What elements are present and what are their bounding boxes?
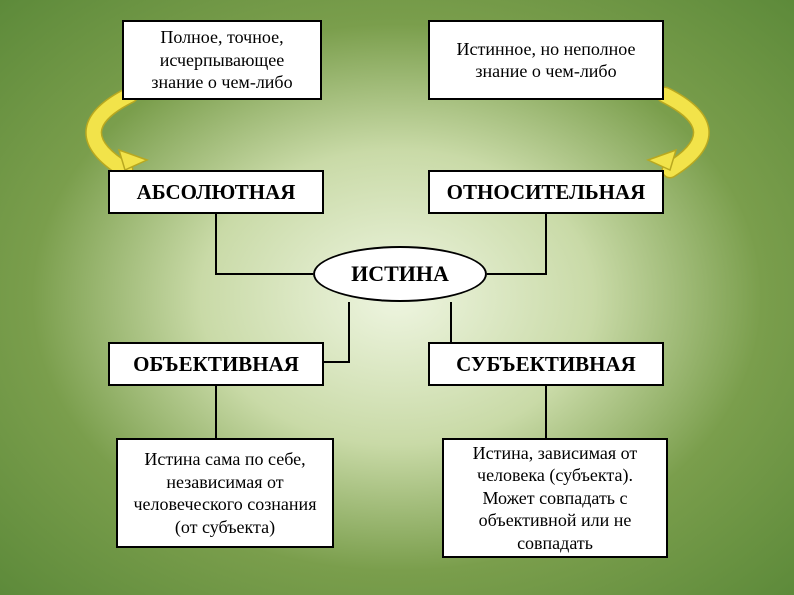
node-subjective: СУБЪЕКТИВНАЯ (428, 342, 664, 386)
node-absolute: АБСОЛЮТНАЯ (108, 170, 324, 214)
desc-subjective: Истина, зависимая от человека (субъекта)… (442, 438, 668, 558)
text: Истина сама по себе, независимая от чело… (126, 448, 324, 538)
text: СУБЪЕКТИВНАЯ (456, 351, 636, 377)
desc-absolute: Полное, точное, исчерпывающее знание о ч… (122, 20, 322, 100)
node-truth-center: ИСТИНА (313, 246, 487, 302)
desc-relative: Истинное, но неполное знание о чем-либо (428, 20, 664, 100)
text: ИСТИНА (351, 261, 449, 287)
desc-objective: Истина сама по себе, независимая от чело… (116, 438, 334, 548)
text: ОБЪЕКТИВНАЯ (133, 351, 299, 377)
text: Истинное, но неполное знание о чем-либо (438, 38, 654, 83)
node-objective: ОБЪЕКТИВНАЯ (108, 342, 324, 386)
text: Полное, точное, исчерпывающее знание о ч… (132, 26, 312, 94)
node-relative: ОТНОСИТЕЛЬНАЯ (428, 170, 664, 214)
text: ОТНОСИТЕЛЬНАЯ (447, 179, 646, 205)
text: Истина, зависимая от человека (субъекта)… (452, 442, 658, 555)
text: АБСОЛЮТНАЯ (137, 179, 296, 205)
